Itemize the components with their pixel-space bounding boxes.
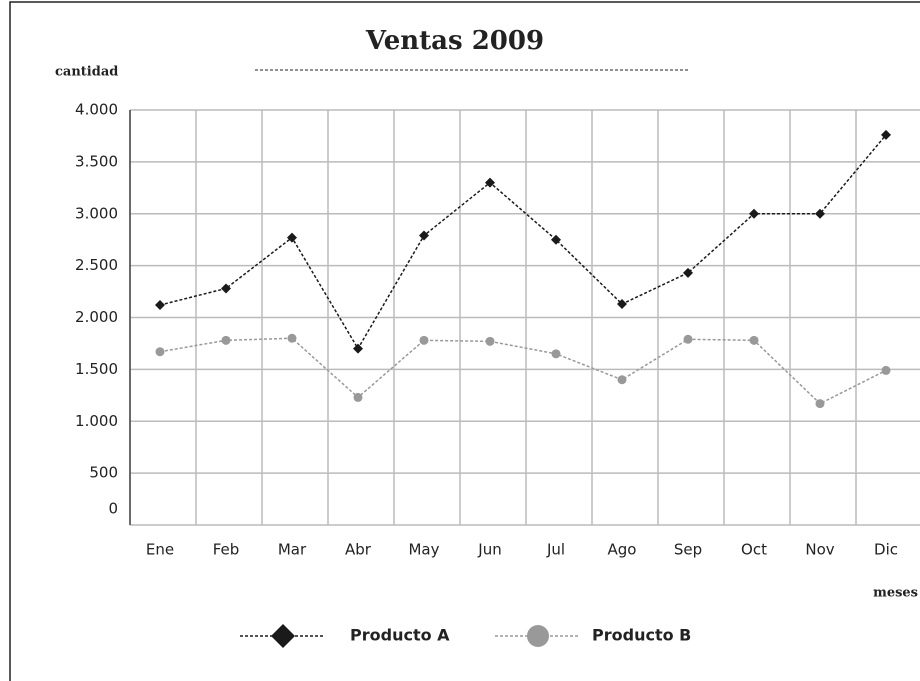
- x-tick-label: Dic: [874, 541, 898, 559]
- marker: [419, 230, 429, 241]
- marker: [881, 129, 891, 140]
- marker: [617, 375, 627, 385]
- x-tick-label: Oct: [741, 541, 767, 559]
- marker: [617, 299, 627, 310]
- marker: [287, 232, 297, 243]
- y-tick-label: 2.500: [75, 256, 118, 274]
- x-tick-label: Sep: [674, 541, 702, 559]
- marker: [551, 349, 561, 359]
- marker: [353, 392, 363, 402]
- marker: [485, 336, 495, 346]
- marker: [155, 300, 165, 311]
- marker: [551, 234, 561, 245]
- y-tick-label: 3.500: [75, 152, 118, 170]
- x-axis-label: meses: [873, 586, 918, 601]
- legend-label: Producto B: [592, 626, 691, 645]
- y-tick-label: 500: [89, 464, 118, 482]
- marker: [287, 333, 297, 343]
- marker: [527, 625, 549, 647]
- x-tick-label: Nov: [805, 541, 834, 559]
- series-line: [159, 337, 887, 405]
- x-tick-label: Jul: [546, 541, 565, 559]
- marker: [271, 624, 295, 648]
- y-tick-label: 0: [108, 500, 118, 518]
- y-axis-label: cantidad: [55, 65, 118, 80]
- marker: [815, 399, 825, 409]
- series-line: [159, 134, 887, 351]
- marker: [221, 283, 231, 294]
- marker: [881, 365, 891, 375]
- y-tick-label: 3.000: [75, 204, 118, 222]
- marker: [749, 335, 759, 345]
- legend: Producto A Producto B: [240, 624, 691, 648]
- marker: [815, 208, 825, 219]
- marker: [155, 347, 165, 357]
- marker: [221, 335, 231, 345]
- marker: [353, 343, 363, 354]
- y-tick-label: 1.500: [75, 360, 118, 378]
- marker: [683, 267, 693, 278]
- x-tick-label: Abr: [345, 541, 372, 559]
- x-tick-label: Feb: [213, 541, 240, 559]
- marker: [485, 177, 495, 188]
- x-tick-label: May: [408, 541, 439, 559]
- y-tick-label: 2.000: [75, 308, 118, 326]
- x-tick-label: Jun: [477, 541, 501, 559]
- y-tick-label: 1.000: [75, 412, 118, 430]
- chart-title: Ventas 2009: [365, 26, 544, 56]
- x-tick-label: Ene: [146, 541, 174, 559]
- legend-label: Producto A: [350, 626, 450, 645]
- x-tick-label: Mar: [278, 541, 307, 559]
- y-tick-label: 4.000: [75, 101, 118, 119]
- frame: [9, 1, 920, 681]
- marker: [749, 208, 759, 219]
- marker: [683, 334, 693, 344]
- marker: [419, 335, 429, 345]
- x-tick-label: Ago: [608, 541, 637, 559]
